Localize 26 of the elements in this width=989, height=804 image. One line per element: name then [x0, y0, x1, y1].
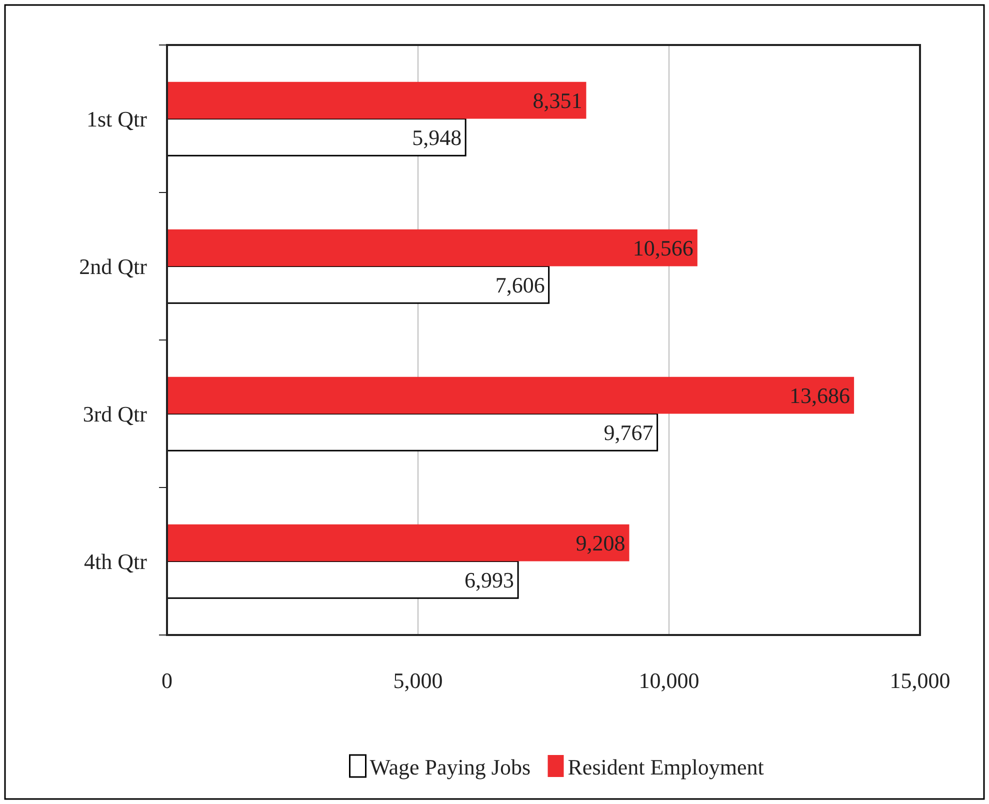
bar	[167, 82, 586, 119]
legend-entry: Wage Paying Jobs	[349, 754, 531, 780]
data-label: 9,208	[576, 530, 626, 556]
data-label: 7,606	[495, 272, 545, 298]
x-tick-label: 5,000	[393, 668, 443, 693]
bar	[167, 376, 854, 414]
data-label: 9,767	[604, 420, 654, 445]
bar	[166, 560, 519, 599]
data-label: 8,351	[532, 88, 582, 114]
y-tick-label: 4th Qtr	[84, 548, 148, 574]
bar	[166, 266, 550, 304]
bar	[166, 118, 466, 156]
data-label: 10,566	[632, 236, 694, 261]
x-tick-label: 15,000	[890, 668, 950, 693]
data-label: 13,686	[790, 383, 850, 408]
x-tick-label: 0	[162, 668, 172, 693]
y-tick-label: 2nd Qtr	[79, 254, 148, 279]
bar	[167, 524, 630, 562]
bar	[166, 413, 658, 452]
data-label: 6,993	[464, 567, 514, 592]
y-tick-label: 1st Qtr	[86, 106, 148, 132]
x-tick-label: 10,000	[638, 668, 700, 693]
legend-entry: Resident Employment	[548, 754, 764, 780]
data-label: 5,948	[412, 124, 462, 150]
y-tick-label: 3rd Qtr	[82, 401, 148, 426]
bar	[167, 229, 698, 266]
